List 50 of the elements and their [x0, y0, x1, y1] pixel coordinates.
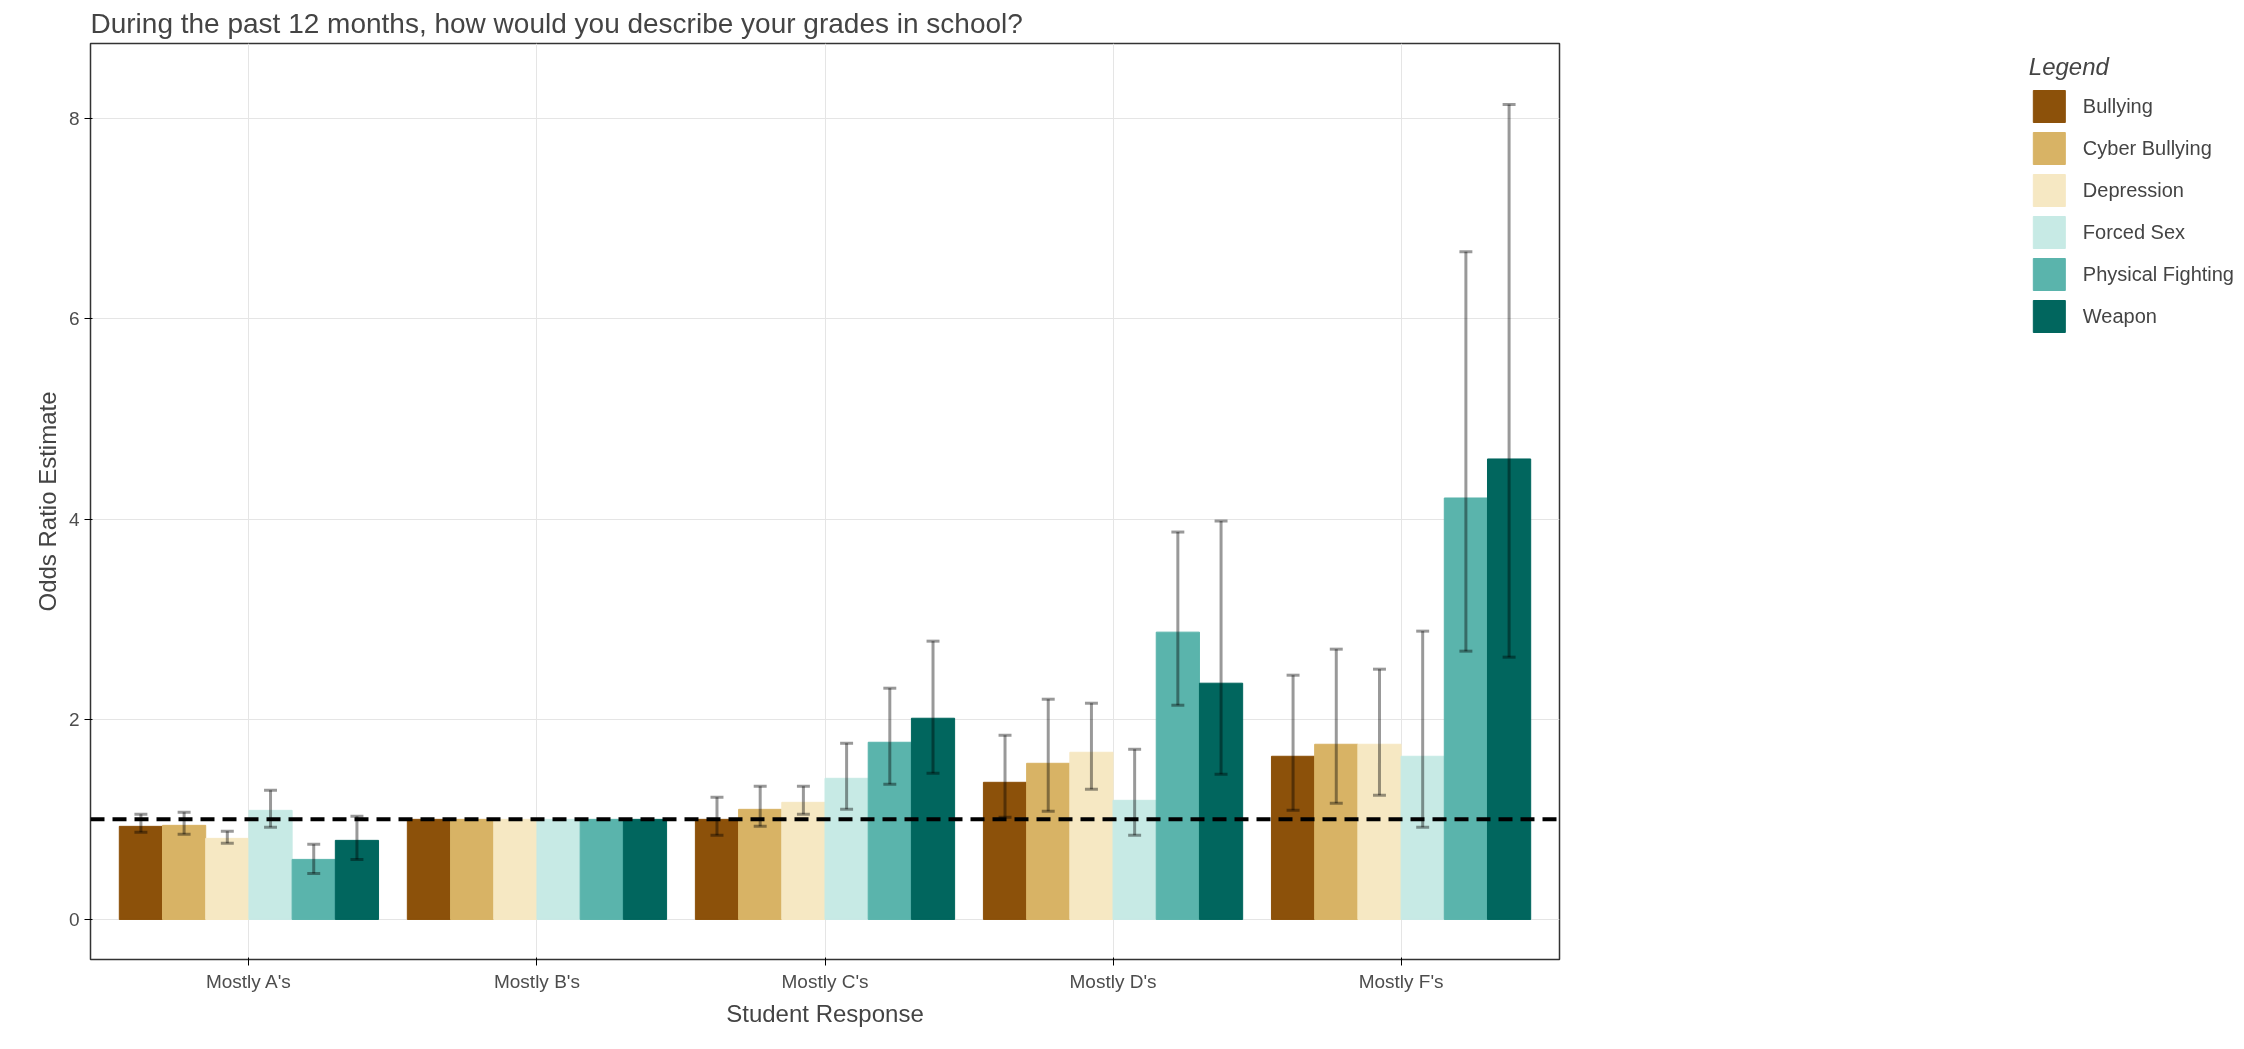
bar	[1198, 682, 1244, 920]
y-tick-label: 0	[68, 908, 80, 930]
bar	[162, 824, 207, 920]
y-tick-label: 8	[68, 108, 80, 130]
bar	[334, 839, 380, 920]
y-tick-label: 4	[68, 508, 80, 530]
legend-title: Legend	[2028, 53, 2111, 81]
bar	[536, 818, 581, 920]
bar	[1155, 631, 1200, 920]
x-tick-label: Mostly F's	[1358, 970, 1444, 992]
bar	[450, 818, 495, 920]
legend-label: Depression	[2082, 178, 2184, 202]
legend-label: Weapon	[2082, 304, 2157, 328]
bar	[694, 818, 740, 920]
bar	[1400, 755, 1445, 920]
legend-label: Forced Sex	[2082, 220, 2186, 244]
x-axis-title: Student Response	[726, 999, 924, 1027]
legend-label: Cyber Bullying	[2082, 136, 2212, 160]
bar	[1026, 762, 1071, 920]
bar	[205, 837, 250, 920]
bar	[1270, 755, 1316, 920]
bar	[738, 808, 783, 920]
bar	[1357, 743, 1402, 920]
bar	[1443, 497, 1488, 920]
bar	[579, 818, 624, 920]
x-tick-label: Mostly A's	[205, 970, 291, 992]
y-axis-title: Odds Ratio Estimate	[33, 391, 61, 612]
x-tick-label: Mostly C's	[781, 970, 869, 992]
y-tick-label: 2	[68, 708, 80, 730]
bar	[493, 818, 538, 920]
bar	[1314, 743, 1359, 920]
bar	[867, 741, 912, 920]
bar	[291, 858, 336, 920]
bar	[1486, 458, 1532, 920]
legend-label: Physical Fighting	[2082, 262, 2234, 286]
bar	[781, 801, 826, 920]
bar	[910, 717, 956, 920]
bar	[982, 781, 1028, 920]
bar	[118, 825, 164, 920]
y-tick-label: 6	[68, 308, 80, 330]
x-tick-label: Mostly D's	[1069, 970, 1157, 992]
x-tick-label: Mostly B's	[493, 970, 580, 992]
bar	[406, 818, 452, 920]
bar	[622, 818, 668, 920]
legend-label: Bullying	[2082, 94, 2153, 118]
bar	[1069, 751, 1114, 920]
bar	[1112, 799, 1157, 920]
bar	[824, 777, 869, 920]
chart-title: During the past 12 months, how would you describe your grades in school?	[90, 7, 1023, 39]
bar	[248, 809, 293, 920]
